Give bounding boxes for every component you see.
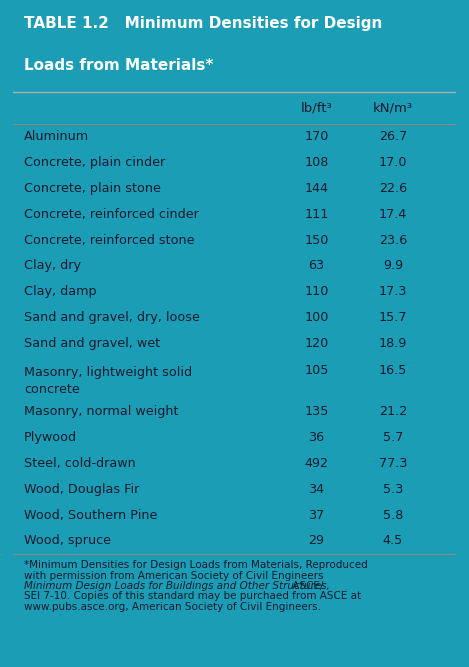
Text: lb/ft³: lb/ft³ [301, 101, 332, 115]
Text: Aluminum: Aluminum [24, 131, 89, 143]
Text: Steel, cold-drawn: Steel, cold-drawn [24, 457, 136, 470]
Text: 34: 34 [308, 483, 325, 496]
Text: 37: 37 [308, 508, 325, 522]
Text: concrete: concrete [24, 383, 80, 396]
Bar [13, 654, 456, 659]
Text: Masonry, lightweight solid: Masonry, lightweight solid [24, 366, 192, 378]
Text: Masonry, normal weight: Masonry, normal weight [24, 406, 179, 418]
Text: 17.0: 17.0 [379, 156, 407, 169]
Text: Sand and gravel, wet: Sand and gravel, wet [24, 337, 160, 350]
Text: 108: 108 [304, 156, 329, 169]
Text: 150: 150 [304, 233, 329, 247]
Text: 18.9: 18.9 [379, 337, 407, 350]
Text: 63: 63 [308, 259, 325, 272]
Text: with permission from American Society of Civil Engineers: with permission from American Society of… [24, 570, 324, 580]
Text: Wood, Douglas Fir: Wood, Douglas Fir [24, 483, 140, 496]
Text: Clay, dry: Clay, dry [24, 259, 81, 272]
Text: 36: 36 [308, 431, 325, 444]
Text: 22.6: 22.6 [379, 182, 407, 195]
Text: 100: 100 [304, 311, 329, 324]
Bar [13, 8, 456, 92]
Text: ASCE/: ASCE/ [289, 581, 323, 591]
Text: Loads from Materials*: Loads from Materials* [24, 58, 213, 73]
Text: Wood, Southern Pine: Wood, Southern Pine [24, 508, 158, 522]
Text: kN/m³: kN/m³ [373, 101, 413, 115]
Text: 5.8: 5.8 [383, 508, 403, 522]
Text: 9.9: 9.9 [383, 259, 403, 272]
Text: Sand and gravel, dry, loose: Sand and gravel, dry, loose [24, 311, 200, 324]
Text: 5.7: 5.7 [383, 431, 403, 444]
Text: 26.7: 26.7 [379, 131, 407, 143]
Text: SEI 7-10. Copies of this standard may be purchaed from ASCE at: SEI 7-10. Copies of this standard may be… [24, 591, 361, 601]
Text: 17.4: 17.4 [379, 207, 407, 221]
Text: 16.5: 16.5 [379, 364, 407, 377]
Text: 17.3: 17.3 [379, 285, 407, 298]
Text: Concrete, reinforced stone: Concrete, reinforced stone [24, 233, 195, 247]
Text: TABLE 1.2   Minimum Densities for Design: TABLE 1.2 Minimum Densities for Design [24, 16, 383, 31]
Text: Plywood: Plywood [24, 431, 77, 444]
Text: 15.7: 15.7 [379, 311, 407, 324]
Text: 110: 110 [304, 285, 329, 298]
Text: Wood, spruce: Wood, spruce [24, 534, 111, 548]
Text: 5.3: 5.3 [383, 483, 403, 496]
Text: www.pubs.asce.org, American Society of Civil Engineers.: www.pubs.asce.org, American Society of C… [24, 602, 321, 612]
Text: 111: 111 [304, 207, 329, 221]
Text: 4.5: 4.5 [383, 534, 403, 548]
Text: 170: 170 [304, 131, 329, 143]
Text: 120: 120 [304, 337, 328, 350]
Text: 23.6: 23.6 [379, 233, 407, 247]
Text: Minimum Design Loads for Buildings and Other Structures,: Minimum Design Loads for Buildings and O… [24, 581, 330, 591]
Text: 77.3: 77.3 [379, 457, 407, 470]
Text: 29: 29 [309, 534, 325, 548]
Text: Concrete, reinforced cinder: Concrete, reinforced cinder [24, 207, 199, 221]
Text: 21.2: 21.2 [379, 406, 407, 418]
Text: 144: 144 [304, 182, 328, 195]
Text: Concrete, plain cinder: Concrete, plain cinder [24, 156, 166, 169]
Text: Concrete, plain stone: Concrete, plain stone [24, 182, 161, 195]
Text: Clay, damp: Clay, damp [24, 285, 97, 298]
Text: 105: 105 [304, 364, 329, 377]
Text: 492: 492 [304, 457, 328, 470]
Text: *Minimum Densities for Design Loads from Materials, Reproduced: *Minimum Densities for Design Loads from… [24, 560, 368, 570]
Text: 135: 135 [304, 406, 329, 418]
